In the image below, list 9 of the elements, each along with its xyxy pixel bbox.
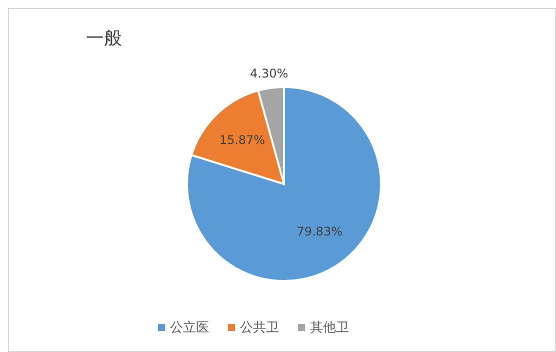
pie-slice: [190, 90, 285, 185]
data-label: 4.30%: [250, 66, 288, 80]
legend-label: 公共卫: [240, 320, 279, 336]
legend-label: 其他卫: [310, 320, 349, 336]
pie-slice: [186, 86, 382, 282]
data-label: 15.87%: [219, 133, 266, 148]
legend-label: 公立医: [170, 320, 209, 336]
data-label: 79.83%: [296, 224, 342, 239]
chart-title: 一般: [86, 28, 122, 49]
